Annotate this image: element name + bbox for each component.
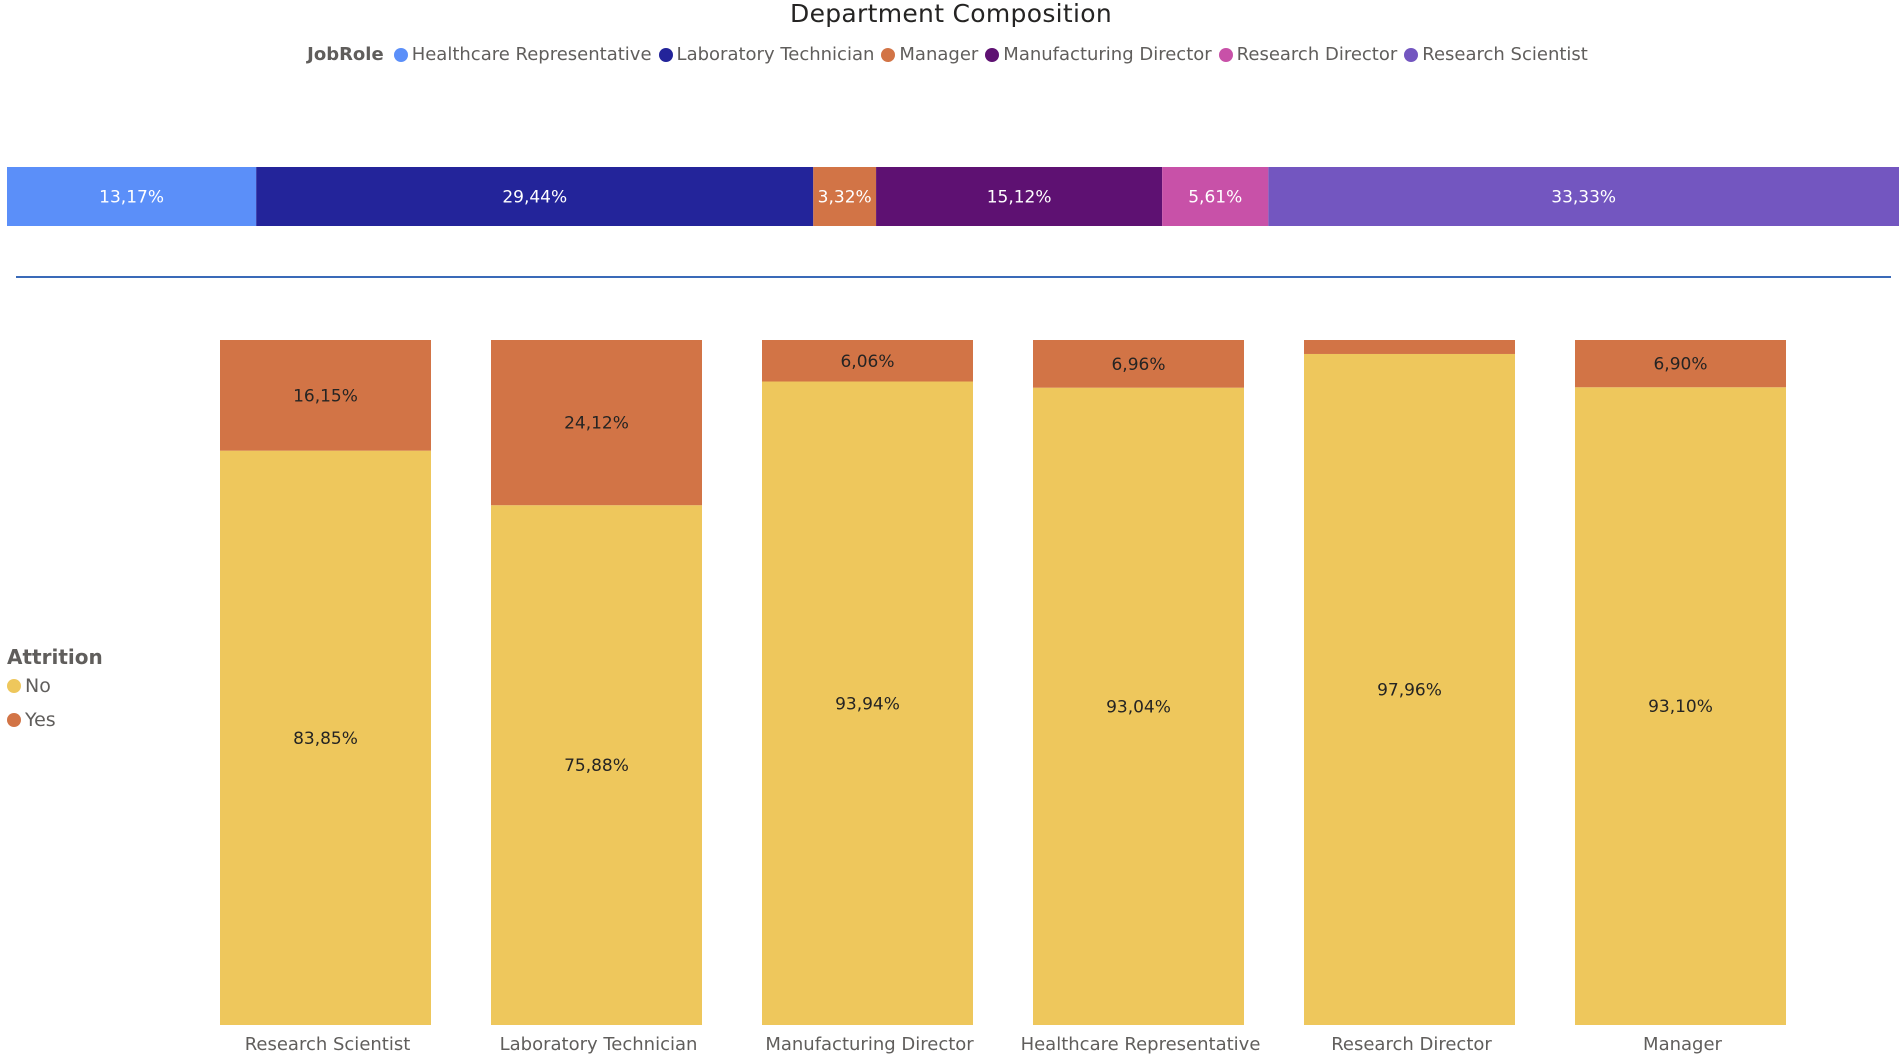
legend-dot-icon [985,47,1000,62]
column-segment-yes-healthcare-representative[interactable] [1033,340,1244,388]
category-tick-label: Research Director [1331,1034,1492,1055]
column-segment-no-laboratory-technician[interactable] [491,505,702,1025]
data-label-yes-manager: 6,90% [1653,355,1707,375]
legend-label: Healthcare Representative [411,44,652,65]
legend-dot-icon [393,47,408,62]
legend-label: Research Director [1236,44,1398,65]
data-label-research-director: 5,61% [1188,188,1242,208]
data-label-research-scientist: 33,33% [1551,188,1616,208]
bar-segment-laboratory-technician[interactable] [256,167,814,226]
data-label-yes-manufacturing-director: 6,06% [840,352,894,372]
legend-label: Yes [25,709,56,731]
data-label-yes-laboratory-technician: 24,12% [564,414,629,434]
jobrole-legend-item-research-scientist[interactable]: Research Scientist [1404,44,1588,65]
bar-segment-healthcare-representative[interactable] [7,167,257,226]
section-divider [16,276,1891,278]
category-tick-label: Healthcare Representative [1021,1034,1261,1055]
bar-segment-research-director[interactable] [1162,167,1269,226]
jobrole-legend-item-laboratory-technician[interactable]: Laboratory Technician [658,44,875,65]
jobrole-legend-item-healthcare-representative[interactable]: Healthcare Representative [393,44,652,65]
legend-dot-icon [1404,47,1419,62]
bar-segment-manager[interactable] [813,167,877,226]
jobrole-legend: JobRole Healthcare Representative Laborat… [0,44,1902,65]
bar-segment-manufacturing-director[interactable] [876,167,1163,226]
jobrole-legend-item-manufacturing-director[interactable]: Manufacturing Director [985,44,1212,65]
legend-dot-icon [7,713,21,727]
column-segment-no-research-director[interactable] [1304,353,1515,1025]
legend-dot-icon [658,47,673,62]
data-label-no-research-scientist: 83,85% [293,729,358,749]
column-segment-no-healthcare-representative[interactable] [1033,387,1244,1025]
data-label-manager: 3,32% [818,188,872,208]
data-label-manufacturing-director: 15,12% [987,188,1052,208]
legend-label: Manufacturing Director [1003,44,1212,65]
data-label-no-manufacturing-director: 93,94% [835,694,900,714]
column-segment-yes-manager[interactable] [1575,340,1786,388]
column-segment-yes-research-director[interactable] [1304,340,1515,354]
attrition-legend-item-yes[interactable]: Yes [7,709,96,731]
chart-title: Department Composition [790,0,1112,28]
data-label-no-healthcare-representative: 93,04% [1106,697,1171,717]
attrition-legend: Attrition No Yes [7,645,103,743]
jobrole-legend-item-research-director[interactable]: Research Director [1218,44,1398,65]
column-segment-yes-laboratory-technician[interactable] [491,340,702,506]
legend-dot-icon [7,679,21,693]
jobrole-legend-title: JobRole [307,44,384,65]
data-label-no-laboratory-technician: 75,88% [564,756,629,776]
data-label-yes-research-scientist: 16,15% [293,386,358,406]
category-tick-label: Research Scientist [245,1034,411,1055]
category-tick-label: Manager [1643,1034,1722,1055]
data-label-yes-healthcare-representative: 6,96% [1111,355,1165,375]
column-segment-no-research-scientist[interactable] [220,450,431,1025]
attrition-legend-item-no[interactable]: No [7,675,96,697]
column-segment-no-manager[interactable] [1575,387,1786,1025]
legend-label: Research Scientist [1422,44,1588,65]
legend-dot-icon [1218,47,1233,62]
category-tick-label: Laboratory Technician [500,1034,698,1055]
column-segment-yes-research-scientist[interactable] [220,340,431,451]
data-label-no-manager: 93,10% [1648,697,1713,717]
legend-dot-icon [881,47,896,62]
attrition-legend-title: Attrition [7,645,103,669]
column-segment-no-manufacturing-director[interactable] [762,381,973,1025]
legend-label: Laboratory Technician [676,44,875,65]
data-label-healthcare-representative: 13,17% [99,188,164,208]
legend-label: Manager [899,44,979,65]
legend-label: No [25,675,51,697]
data-label-no-research-director: 97,96% [1377,680,1442,700]
category-tick-label: Manufacturing Director [765,1034,974,1055]
bar-segment-research-scientist[interactable] [1268,167,1899,226]
jobrole-legend-item-manager[interactable]: Manager [881,44,978,65]
column-segment-yes-manufacturing-director[interactable] [762,340,973,382]
data-label-laboratory-technician: 29,44% [502,188,567,208]
